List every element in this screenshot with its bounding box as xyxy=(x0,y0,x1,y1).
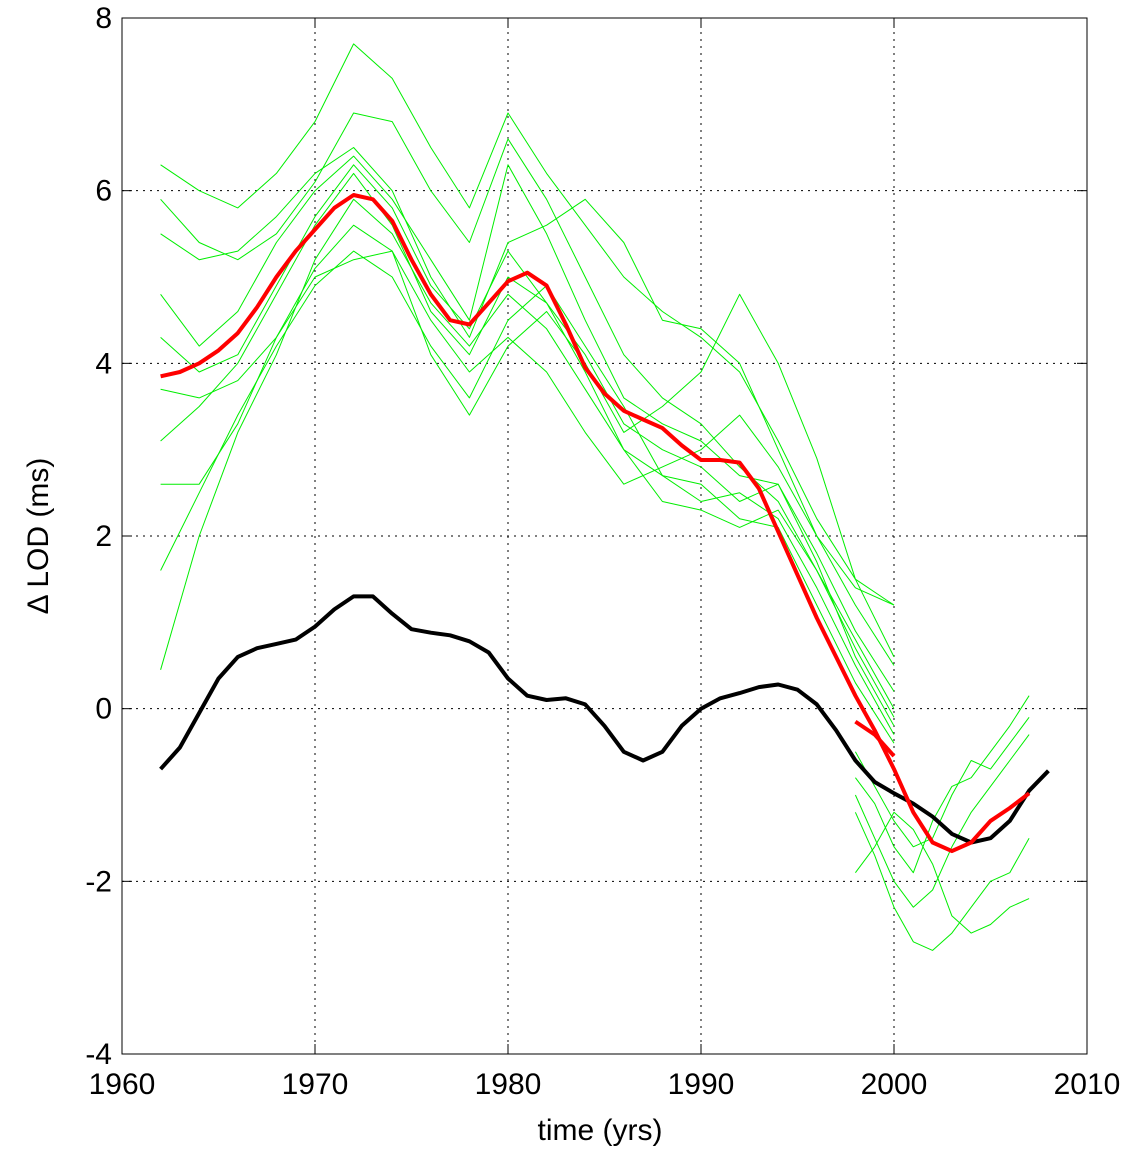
series-line xyxy=(160,147,895,666)
series-line xyxy=(159,594,1050,845)
x-tick-label: 2000 xyxy=(861,1068,928,1101)
series-line xyxy=(160,224,895,606)
x-tick-label: 1970 xyxy=(282,1068,349,1101)
y-tick-label: -2 xyxy=(85,865,112,898)
series-line xyxy=(854,717,1030,848)
x-tick-label: 1960 xyxy=(89,1068,156,1101)
y-tick-label: 4 xyxy=(95,347,112,380)
series-line xyxy=(160,112,895,709)
series-line xyxy=(160,193,1031,854)
series-line xyxy=(160,43,895,606)
series-line xyxy=(854,811,1030,934)
series-line xyxy=(160,250,895,735)
y-tick-label: -4 xyxy=(85,1038,112,1071)
x-tick-label: 2010 xyxy=(1054,1068,1121,1101)
x-tick-label: 1980 xyxy=(475,1068,542,1101)
x-axis-label: time (yrs) xyxy=(538,1114,663,1147)
series-line xyxy=(854,695,1030,874)
y-tick-label: 2 xyxy=(95,520,112,553)
series-line xyxy=(160,164,895,727)
y-tick-label: 8 xyxy=(95,2,112,35)
series-line xyxy=(854,734,1030,908)
series-line xyxy=(160,155,895,692)
series-line xyxy=(854,812,1030,951)
series-line xyxy=(160,250,895,658)
y-tick-label: 0 xyxy=(95,693,112,726)
series-line xyxy=(160,172,895,744)
y-tick-label: 6 xyxy=(95,175,112,208)
y-axis-label: Δ LOD (ms) xyxy=(22,458,55,615)
plot-frame xyxy=(121,17,1088,1055)
x-tick-label: 1990 xyxy=(668,1068,735,1101)
